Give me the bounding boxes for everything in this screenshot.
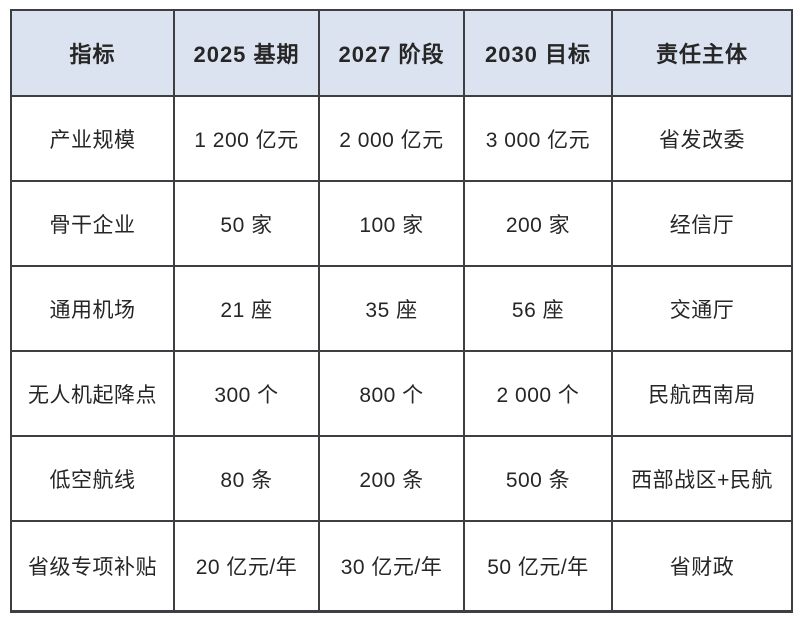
table-row-industry-scale: 产业规模 1 200 亿元 2 000 亿元 3 000 亿元 省发改委 xyxy=(10,95,793,182)
table-cell: 低空航线 xyxy=(10,435,175,522)
table-cell: 3 000 亿元 xyxy=(463,95,613,182)
table-cell: 300 个 xyxy=(173,350,320,437)
table-row-provincial-subsidy: 省级专项补贴 20 亿元/年 30 亿元/年 50 亿元/年 省财政 xyxy=(10,520,793,612)
table-row-backbone-enterprises: 骨干企业 50 家 100 家 200 家 经信厅 xyxy=(10,180,793,267)
table-cell: 80 条 xyxy=(173,435,320,522)
targets-table: 指标 2025 基期 2027 阶段 2030 目标 责任主体 产业规模 1 2… xyxy=(10,9,793,613)
table-row-low-altitude-routes: 低空航线 80 条 200 条 500 条 西部战区+民航 xyxy=(10,435,793,522)
column-header-indicator: 指标 xyxy=(10,9,175,97)
table-cell: 30 亿元/年 xyxy=(318,520,465,612)
column-header-2027-stage: 2027 阶段 xyxy=(318,9,465,97)
table-cell: 800 个 xyxy=(318,350,465,437)
table-cell: 交通厅 xyxy=(611,265,793,352)
table-row-general-airports: 通用机场 21 座 35 座 56 座 交通厅 xyxy=(10,265,793,352)
table-cell: 200 条 xyxy=(318,435,465,522)
table-cell: 民航西南局 xyxy=(611,350,793,437)
table-cell: 省级专项补贴 xyxy=(10,520,175,612)
table-cell: 35 座 xyxy=(318,265,465,352)
table-cell: 100 家 xyxy=(318,180,465,267)
column-header-responsible-body: 责任主体 xyxy=(611,9,793,97)
table-cell: 1 200 亿元 xyxy=(173,95,320,182)
table-cell: 500 条 xyxy=(463,435,613,522)
table-cell: 省发改委 xyxy=(611,95,793,182)
table-cell: 西部战区+民航 xyxy=(611,435,793,522)
table-cell: 2 000 亿元 xyxy=(318,95,465,182)
table-cell: 2 000 个 xyxy=(463,350,613,437)
table-cell: 50 亿元/年 xyxy=(463,520,613,612)
table-cell: 20 亿元/年 xyxy=(173,520,320,612)
table-cell: 56 座 xyxy=(463,265,613,352)
table-cell: 骨干企业 xyxy=(10,180,175,267)
table-cell: 省财政 xyxy=(611,520,793,612)
column-header-2025-base: 2025 基期 xyxy=(173,9,320,97)
table-cell: 通用机场 xyxy=(10,265,175,352)
table-cell: 50 家 xyxy=(173,180,320,267)
header-row: 指标 2025 基期 2027 阶段 2030 目标 责任主体 xyxy=(10,9,793,97)
table-row-drone-landing-points: 无人机起降点 300 个 800 个 2 000 个 民航西南局 xyxy=(10,350,793,437)
table-cell: 21 座 xyxy=(173,265,320,352)
table-cell: 经信厅 xyxy=(611,180,793,267)
table-cell: 产业规模 xyxy=(10,95,175,182)
column-header-2030-target: 2030 目标 xyxy=(463,9,613,97)
table-cell: 无人机起降点 xyxy=(10,350,175,437)
table-cell: 200 家 xyxy=(463,180,613,267)
